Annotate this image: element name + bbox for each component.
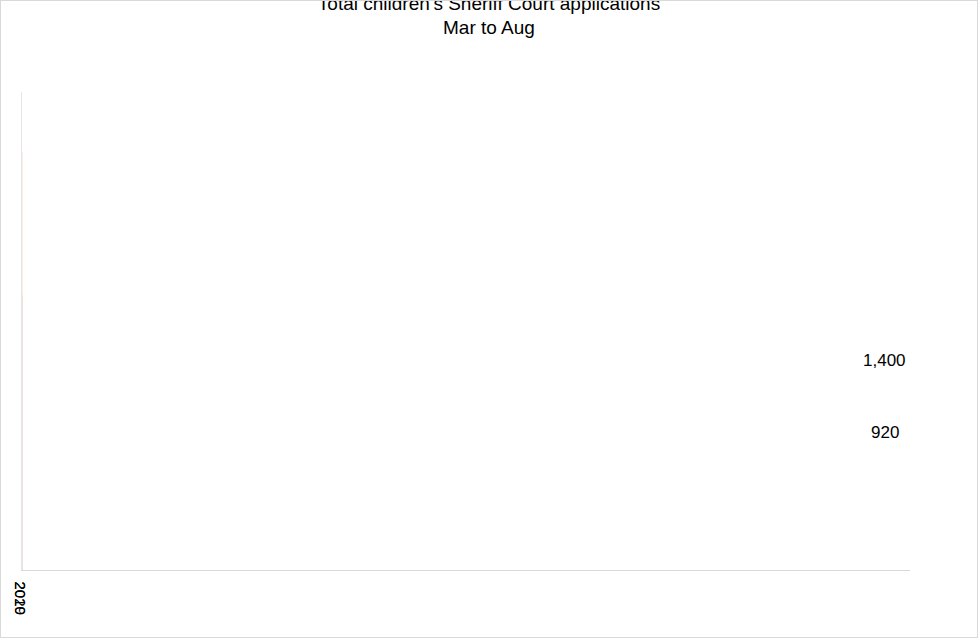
svg-text:1,400: 1,400: [863, 351, 906, 370]
svg-text:2020: 2020: [12, 582, 29, 615]
svg-text:Total children's Sheriff Court: Total children's Sheriff Court applicati…: [318, 0, 660, 38]
svg-text:2019: 2019: [12, 582, 29, 615]
svg-text:920: 920: [871, 423, 899, 442]
